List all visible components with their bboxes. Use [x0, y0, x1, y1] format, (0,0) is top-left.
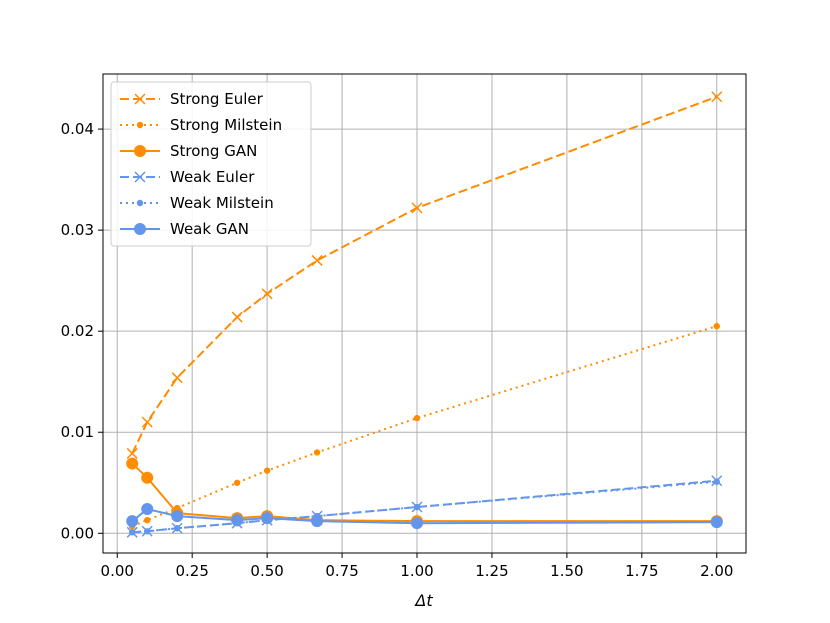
legend-marker: [134, 171, 146, 183]
data-point: [171, 372, 183, 384]
data-point: [126, 447, 138, 459]
legend-item: Strong Euler: [120, 90, 264, 108]
x-tick-label: 0.25: [175, 562, 208, 580]
legend-item: Weak GAN: [120, 220, 249, 238]
x-tick-label: 1.50: [550, 562, 583, 580]
data-point: [233, 479, 241, 486]
data-point: [413, 414, 421, 422]
data-point: [261, 288, 273, 300]
x-tick-label: 1.75: [625, 562, 658, 580]
data-point: [173, 525, 181, 532]
legend-item: Strong GAN: [120, 142, 257, 160]
data-point: [141, 416, 153, 428]
data-point: [231, 514, 244, 527]
x-tick-label: 1.25: [475, 562, 508, 580]
x-axis-label: Δt: [413, 591, 433, 610]
data-point: [144, 516, 151, 524]
data-point: [311, 515, 324, 528]
plot-frame: [102, 73, 747, 554]
legend: Strong Euler Strong Milstein Strong GAN Wea…: [110, 81, 312, 247]
legend-item: Strong Milstein: [120, 116, 282, 134]
series-strong-euler: [126, 91, 723, 459]
legend-item: Weak Milstein: [120, 194, 274, 212]
legend-label: Weak GAN: [170, 220, 249, 238]
legend-marker: [134, 145, 146, 157]
data-point: [411, 517, 424, 530]
y-tick-label: 0.01: [61, 423, 94, 441]
data-point: [261, 512, 274, 525]
data-point: [126, 457, 139, 470]
y-tick-label: 0.03: [61, 221, 94, 239]
axis-ticks: 0.00 0.25 0.50 0.75 1.00 1.25 1.50 1.75 2.00 0.00…: [61, 120, 734, 580]
y-tick-label: 0.02: [61, 322, 94, 340]
x-tick-label: 1.00: [400, 562, 433, 580]
legend-label: Weak Euler: [170, 168, 255, 186]
y-tick-label: 0.04: [61, 120, 94, 138]
series-group: [126, 91, 723, 538]
legend-box: [110, 81, 312, 247]
data-point: [144, 528, 151, 535]
x-tick-label: 0.50: [250, 562, 283, 580]
legend-label: Strong GAN: [170, 142, 257, 160]
legend-marker: [134, 223, 146, 235]
legend-marker: [134, 93, 146, 105]
data-point: [263, 467, 271, 474]
legend-label: Weak Milstein: [170, 194, 274, 212]
x-tick-label: 2.00: [700, 562, 733, 580]
data-point: [711, 91, 723, 103]
data-point: [141, 471, 154, 484]
data-point: [129, 529, 136, 536]
series-strong-milstein: [129, 322, 720, 530]
x-tick-label: 0.75: [325, 562, 358, 580]
legend-label: Strong Milstein: [170, 116, 282, 134]
legend-item: Weak Euler: [120, 168, 255, 186]
data-point: [311, 254, 323, 266]
data-point: [126, 515, 139, 528]
series-line-weak-milstein: [132, 480, 717, 534]
data-point: [411, 202, 423, 214]
legend-label: Strong Euler: [170, 90, 264, 108]
series-line-strong-gan: [131, 462, 717, 523]
data-point: [141, 503, 154, 516]
data-point: [313, 449, 321, 456]
data-point: [710, 516, 723, 529]
data-point: [231, 311, 243, 323]
series-weak-gan: [126, 503, 723, 530]
series-line-strong-euler: [131, 95, 718, 454]
legend-marker: [136, 121, 144, 129]
x-tick-label: 0.00: [101, 562, 134, 580]
y-tick-label: 0.00: [61, 524, 94, 542]
data-point: [713, 322, 720, 330]
data-point: [713, 478, 720, 485]
data-point: [413, 503, 421, 511]
data-point: [171, 510, 184, 523]
legend-marker: [136, 199, 144, 207]
